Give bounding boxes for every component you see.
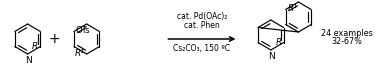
Text: R: R xyxy=(32,42,39,51)
Text: R¹: R¹ xyxy=(288,4,297,13)
Text: 24 examples: 24 examples xyxy=(321,29,373,38)
Text: Cs₂CO₃, 150 ºC: Cs₂CO₃, 150 ºC xyxy=(174,44,231,53)
Text: OTs: OTs xyxy=(76,26,90,35)
Text: R¹: R¹ xyxy=(75,50,85,59)
Text: N: N xyxy=(268,52,275,61)
Text: 32-67%: 32-67% xyxy=(331,36,362,46)
Text: +: + xyxy=(48,32,60,46)
Text: R: R xyxy=(276,38,282,47)
Text: N: N xyxy=(25,56,32,65)
Text: cat. Pd(OAc)₂: cat. Pd(OAc)₂ xyxy=(177,12,227,21)
Text: cat. Phen: cat. Phen xyxy=(184,20,220,29)
